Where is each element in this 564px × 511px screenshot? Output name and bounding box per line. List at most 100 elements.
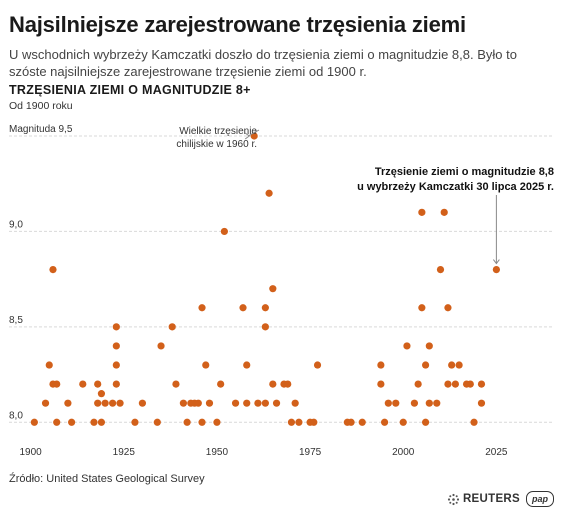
data-point <box>97 418 106 426</box>
reuters-logo: REUTERS <box>447 493 520 506</box>
data-point <box>399 418 407 426</box>
annotation-line: Trzęsienie ziemi o magnitudzie 8,8 <box>375 166 554 178</box>
data-point <box>418 208 426 216</box>
data-point <box>116 399 124 407</box>
data-point <box>243 399 251 407</box>
data-point <box>153 418 161 426</box>
y-tick-label: 8,5 <box>9 315 23 326</box>
data-point <box>231 399 240 407</box>
x-tick-label: 1950 <box>206 447 229 458</box>
reuters-logo-text: REUTERS <box>462 493 520 505</box>
data-point <box>220 227 228 236</box>
brand-logos: REUTERS pap <box>447 491 554 507</box>
data-point <box>421 361 430 369</box>
data-point <box>217 380 225 388</box>
data-point <box>213 418 221 426</box>
data-point <box>194 399 202 407</box>
data-point <box>295 418 303 426</box>
data-point <box>436 265 445 274</box>
x-tick-label: 2025 <box>485 447 508 458</box>
data-point <box>377 361 385 369</box>
data-point <box>94 399 102 407</box>
data-point <box>53 380 61 388</box>
data-point <box>112 380 120 388</box>
data-point <box>358 418 366 426</box>
data-point <box>384 399 392 407</box>
data-point <box>466 380 474 388</box>
source-note: Źródło: United States Geological Survey <box>9 473 205 485</box>
data-point <box>284 380 292 388</box>
y-tick-label: 9,0 <box>9 219 23 230</box>
data-point <box>455 361 463 369</box>
data-points <box>30 132 500 426</box>
data-point <box>261 323 269 331</box>
reuters-logo-icon <box>447 493 460 505</box>
data-point <box>64 399 72 407</box>
y-tick-label: 8,0 <box>9 410 23 421</box>
data-point <box>243 361 251 369</box>
data-point <box>272 399 281 407</box>
data-point <box>381 418 389 426</box>
data-point <box>440 208 448 216</box>
data-point <box>477 399 486 407</box>
data-point <box>492 265 500 274</box>
y-axis-ticks: 8,0 8,5 9,0 Magnituda 9,5 <box>9 124 73 421</box>
data-point <box>112 342 120 350</box>
data-point <box>261 399 269 407</box>
data-point <box>444 304 452 312</box>
data-point <box>179 399 187 407</box>
data-point <box>68 418 76 426</box>
data-point <box>53 418 61 426</box>
data-point <box>94 380 102 388</box>
data-point <box>239 304 247 312</box>
data-point <box>97 390 106 398</box>
data-point <box>30 418 38 426</box>
data-point <box>101 399 109 407</box>
data-point <box>172 380 180 388</box>
data-point <box>421 418 430 426</box>
data-point <box>425 342 433 350</box>
chart-section-title: TRZĘSIENIA ZIEMI O MAGNITUDZIE 8+ <box>9 83 251 97</box>
data-point <box>313 361 322 369</box>
x-tick-label: 2000 <box>392 447 415 458</box>
annotation-chile: Wielkie trzęsienie chilijskie w 1960 r. <box>176 126 257 150</box>
annotation-line: Wielkie trzęsienie <box>179 126 257 137</box>
pap-logo-icon: pap <box>526 491 554 507</box>
annotation-arrow <box>247 129 260 137</box>
data-point <box>90 418 98 426</box>
data-point <box>205 399 214 407</box>
data-point <box>403 342 411 350</box>
grid-lines <box>9 135 554 423</box>
annotation-kamchatka: Trzęsienie ziemi o magnitudzie 8,8 u wybr… <box>357 166 554 193</box>
data-point <box>265 189 273 197</box>
data-point <box>254 399 262 407</box>
data-point <box>109 399 117 407</box>
data-point <box>291 399 299 407</box>
data-point <box>477 380 486 388</box>
data-point <box>451 380 459 388</box>
data-point <box>269 380 277 388</box>
y-tick-label: Magnituda 9,5 <box>9 124 73 135</box>
data-point <box>198 304 206 312</box>
data-point <box>112 361 120 369</box>
data-point <box>470 418 478 426</box>
chart-period-label: Od 1900 roku <box>9 100 73 112</box>
annotation-line: u wybrzeży Kamczatki 30 lipca 2025 r. <box>357 181 554 193</box>
data-point <box>433 399 441 407</box>
data-point <box>49 265 57 274</box>
data-point <box>202 361 210 369</box>
data-point <box>45 361 53 369</box>
data-point <box>157 342 165 350</box>
data-point <box>425 399 433 407</box>
data-point <box>112 323 120 331</box>
x-tick-label: 1925 <box>113 447 136 458</box>
data-point <box>138 399 147 407</box>
data-point <box>410 399 419 407</box>
annotation-arrowhead <box>492 259 500 265</box>
data-point <box>168 323 176 331</box>
data-point <box>448 361 456 369</box>
data-point <box>392 399 400 407</box>
annotation-line: chilijskie w 1960 r. <box>176 139 257 150</box>
data-point <box>41 399 50 407</box>
